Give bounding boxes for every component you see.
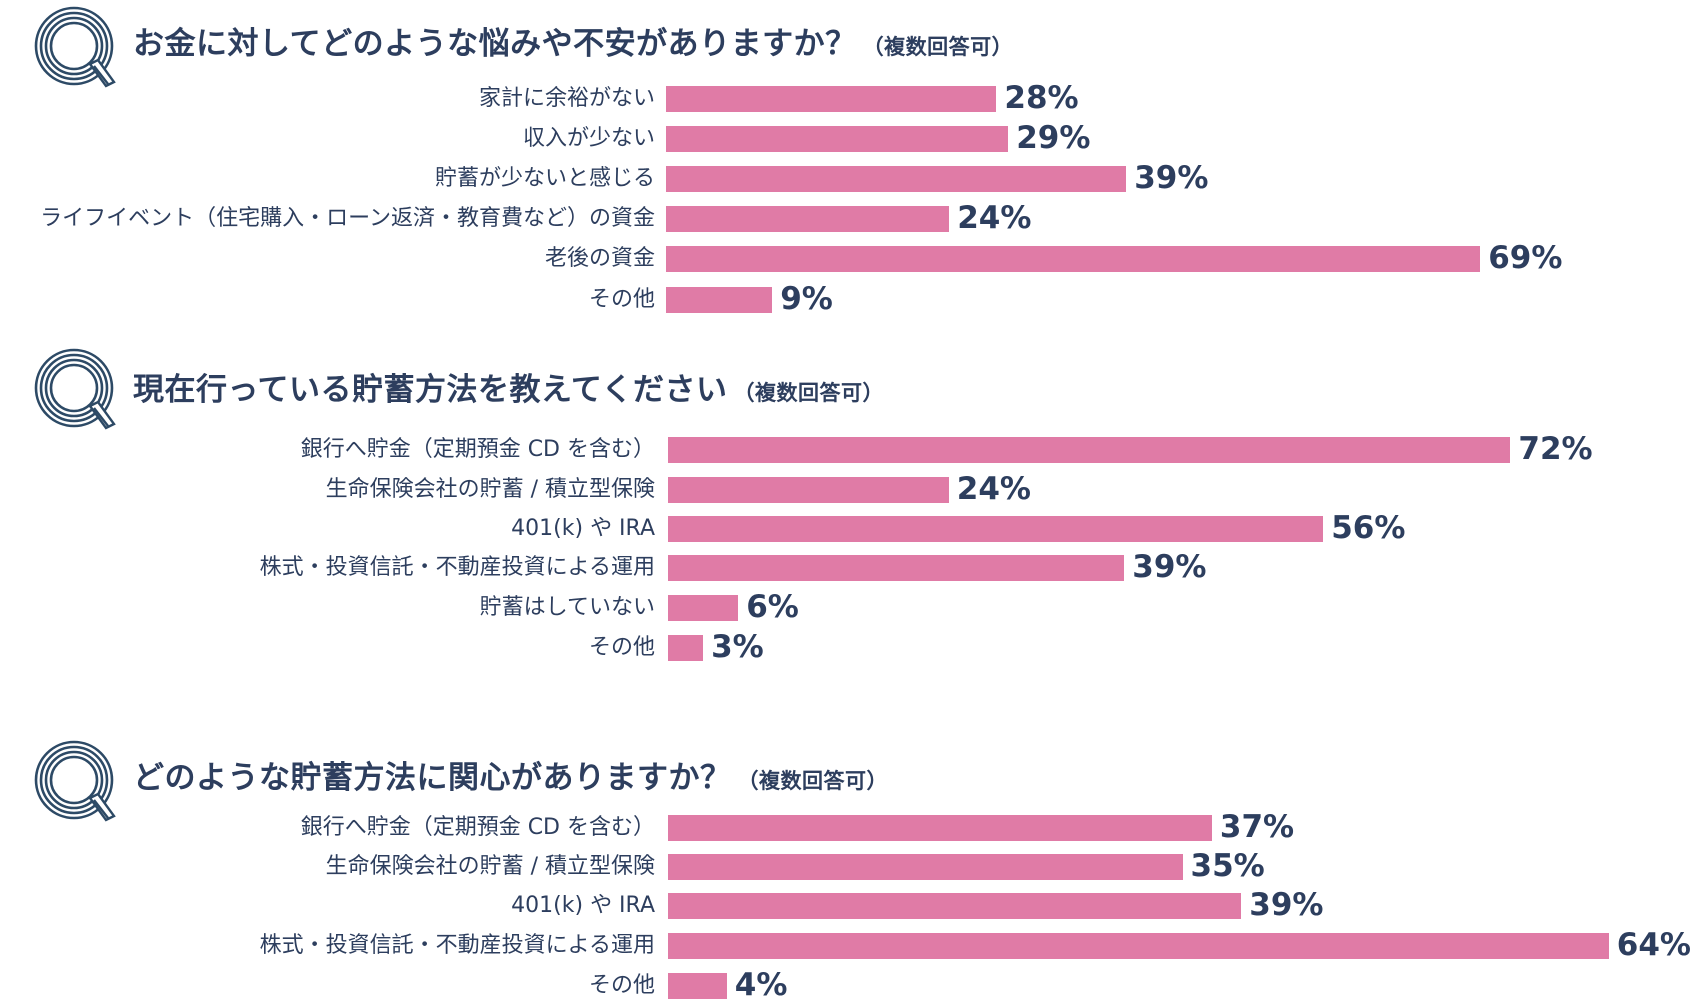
chart-title: 現在行っている貯蓄方法を教えてください （複数回答可） bbox=[133, 370, 884, 413]
value-label: 24% bbox=[957, 200, 1032, 236]
bar-row: 生命保険会社の貯蓄 / 積立型保険 24% bbox=[0, 472, 1700, 506]
bar bbox=[668, 437, 1511, 463]
category-label: 貯蓄が少ないと感じる bbox=[434, 166, 655, 191]
chart-title-note: （複数回答可） bbox=[862, 35, 1014, 59]
bar-row: 株式・投資信託・不動産投資による運用 64% bbox=[0, 928, 1700, 962]
chart-title-note: （複数回答可） bbox=[737, 769, 888, 793]
value-label: 39% bbox=[1132, 549, 1207, 585]
bar-row: その他 4% bbox=[0, 968, 1700, 1002]
bar-row: その他 9% bbox=[0, 282, 1700, 316]
category-label: 老後の資金 bbox=[544, 246, 655, 271]
category-label: 401(k) や IRA bbox=[511, 893, 655, 918]
category-label: その他 bbox=[588, 287, 655, 312]
bar-row: 401(k) や IRA 56% bbox=[0, 511, 1700, 545]
bar bbox=[668, 933, 1609, 959]
bar-row: 老後の資金 69% bbox=[0, 241, 1700, 275]
category-label: 貯蓄はしていない bbox=[479, 595, 655, 620]
bar bbox=[668, 635, 704, 661]
value-label: 37% bbox=[1219, 809, 1295, 845]
q-icon bbox=[34, 348, 120, 434]
category-label: その他 bbox=[588, 973, 655, 998]
bar-row: 家計に余裕がない 28% bbox=[0, 81, 1700, 115]
value-label: 35% bbox=[1190, 848, 1265, 884]
bar bbox=[668, 893, 1242, 919]
value-label: 4% bbox=[734, 967, 788, 1003]
bar bbox=[668, 516, 1324, 542]
category-label: その他 bbox=[588, 635, 655, 660]
value-label: 56% bbox=[1331, 510, 1406, 546]
value-label: 28% bbox=[1004, 80, 1079, 116]
value-label: 29% bbox=[1016, 120, 1091, 156]
q-icon bbox=[34, 6, 120, 92]
category-label: 株式・投資信託・不動産投資による運用 bbox=[259, 555, 655, 580]
bar-row: 貯蓄はしていない 6% bbox=[0, 590, 1700, 624]
bar bbox=[666, 287, 773, 313]
bar-row: 生命保険会社の貯蓄 / 積立型保険 35% bbox=[0, 849, 1700, 883]
bar bbox=[668, 973, 727, 999]
bar bbox=[668, 815, 1212, 841]
bar bbox=[668, 477, 949, 503]
bar bbox=[668, 595, 739, 621]
chart-title: お金に対してどのような悩みや不安がありますか？ （複数回答可） bbox=[133, 24, 1013, 67]
bar-row: 株式・投資信託・不動産投資による運用 39% bbox=[0, 550, 1700, 584]
bar-row: 銀行へ貯金（定期預金 CD を含む） 72% bbox=[0, 432, 1700, 466]
category-label: 生命保険会社の貯蓄 / 積立型保険 bbox=[325, 477, 655, 502]
category-label: 銀行へ貯金（定期預金 CD を含む） bbox=[300, 437, 655, 462]
category-label: 家計に余裕がない bbox=[478, 86, 655, 111]
bar bbox=[666, 246, 1481, 272]
category-label: 生命保険会社の貯蓄 / 積立型保険 bbox=[325, 854, 655, 879]
bar bbox=[666, 86, 997, 112]
bar-row: 銀行へ貯金（定期預金 CD を含む） 37% bbox=[0, 810, 1700, 844]
value-label: 3% bbox=[711, 629, 764, 665]
value-label: 9% bbox=[780, 281, 833, 317]
value-label: 64% bbox=[1616, 927, 1691, 963]
chart-title-text: 現在行っている貯蓄方法を教えてください bbox=[133, 372, 728, 408]
value-label: 39% bbox=[1134, 160, 1209, 196]
bar-row: 401(k) や IRA 39% bbox=[0, 888, 1700, 922]
category-label: 株式・投資信託・不動産投資による運用 bbox=[259, 933, 655, 958]
bar bbox=[668, 854, 1183, 880]
category-label: 401(k) や IRA bbox=[511, 516, 655, 541]
bar bbox=[666, 126, 1009, 152]
value-label: 24% bbox=[956, 471, 1031, 507]
value-label: 72% bbox=[1518, 431, 1593, 467]
chart-title-text: どのような貯蓄方法に関心がありますか？ bbox=[133, 760, 732, 796]
category-label: 銀行へ貯金（定期預金 CD を含む） bbox=[300, 815, 655, 840]
chart-title-note: （複数回答可） bbox=[733, 381, 884, 405]
bar bbox=[666, 206, 950, 232]
chart-title: どのような貯蓄方法に関心がありますか？ （複数回答可） bbox=[133, 758, 888, 801]
value-label: 69% bbox=[1488, 240, 1563, 276]
value-label: 39% bbox=[1249, 887, 1324, 923]
bar-row: ライフイベント（住宅購入・ローン返済・教育費など）の資金 24% bbox=[0, 201, 1700, 235]
bar bbox=[666, 166, 1127, 192]
chart-title-text: お金に対してどのような悩みや不安がありますか？ bbox=[133, 26, 857, 62]
bar-row: 収入が少ない 29% bbox=[0, 121, 1700, 155]
value-label: 6% bbox=[746, 589, 799, 625]
q-icon bbox=[34, 740, 120, 826]
category-label: 収入が少ない bbox=[522, 126, 655, 151]
bar-row: その他 3% bbox=[0, 630, 1700, 664]
bar bbox=[668, 555, 1125, 581]
bar-row: 貯蓄が少ないと感じる 39% bbox=[0, 161, 1700, 195]
category-label: ライフイベント（住宅購入・ローン返済・教育費など）の資金 bbox=[40, 206, 655, 231]
